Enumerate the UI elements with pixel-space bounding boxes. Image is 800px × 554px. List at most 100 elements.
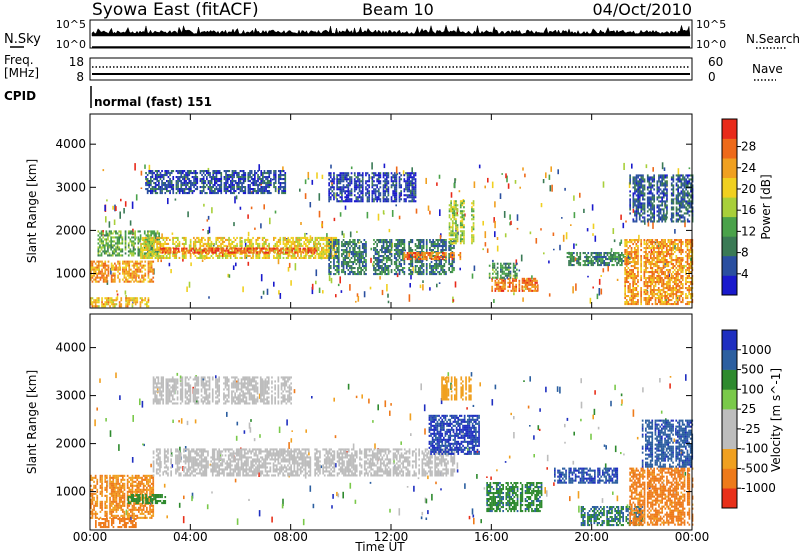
data-cell — [237, 251, 239, 254]
data-cell — [215, 192, 218, 195]
data-cell — [266, 178, 269, 181]
data-cell — [327, 238, 330, 241]
data-cell — [106, 264, 108, 267]
data-cell — [403, 261, 406, 264]
data-cell — [453, 212, 456, 215]
data-cell — [358, 253, 361, 256]
data-cell — [365, 247, 367, 250]
data-cell — [429, 263, 431, 266]
data-cell — [508, 264, 510, 267]
data-cell — [116, 246, 119, 249]
data-cell — [451, 263, 454, 266]
data-cell — [382, 243, 385, 246]
data-cell — [188, 188, 191, 191]
data-cell — [398, 176, 401, 179]
data-cell — [422, 258, 425, 261]
data-cell — [273, 172, 275, 175]
data-cell — [107, 236, 109, 239]
data-cell — [342, 178, 345, 181]
data-cell — [353, 194, 356, 197]
data-cell — [220, 174, 223, 177]
data-cell — [471, 218, 473, 221]
data-cell — [630, 249, 633, 252]
data-cell — [136, 264, 139, 267]
data-cell — [231, 192, 234, 195]
data-cell — [438, 258, 441, 261]
data-cell — [282, 190, 285, 193]
data-cell — [368, 196, 370, 199]
scatter-cell — [304, 193, 307, 199]
data-cell — [183, 180, 186, 183]
data-cell — [217, 170, 219, 173]
data-cell — [614, 258, 617, 261]
data-cell — [496, 272, 499, 275]
data-cell — [389, 251, 391, 254]
data-cell — [449, 265, 452, 268]
data-cell — [172, 178, 175, 181]
data-cell — [161, 254, 163, 257]
data-cell — [593, 258, 596, 261]
data-cell — [488, 264, 491, 267]
data-cell — [398, 273, 401, 276]
data-cell — [252, 236, 254, 239]
data-cell — [233, 170, 235, 173]
data-cell — [568, 262, 570, 265]
data-cell — [207, 186, 210, 189]
data-cell — [438, 261, 441, 264]
data-cell — [205, 244, 208, 247]
data-cell — [629, 299, 631, 302]
data-cell — [101, 262, 103, 265]
data-cell — [374, 194, 377, 197]
data-cell — [408, 254, 410, 257]
data-cell — [328, 265, 330, 268]
data-cell — [337, 253, 340, 256]
data-cell — [145, 248, 147, 251]
data-cell — [260, 190, 263, 193]
scatter-cell — [493, 217, 495, 223]
data-cell — [419, 247, 422, 250]
data-cell — [209, 188, 211, 191]
data-cell — [625, 275, 628, 278]
data-cell — [440, 245, 442, 248]
data-cell — [435, 267, 438, 270]
data-cell — [472, 218, 475, 221]
data-cell — [625, 277, 628, 280]
data-cell — [177, 244, 179, 247]
data-cell — [516, 268, 518, 271]
data-cell — [363, 265, 366, 268]
data-cell — [368, 186, 370, 189]
data-cell — [409, 190, 412, 193]
data-cell — [361, 172, 364, 175]
data-cell — [151, 250, 154, 253]
data-cell — [301, 248, 304, 251]
data-cell — [409, 200, 412, 203]
data-cell — [389, 239, 391, 242]
data-cell — [225, 247, 228, 250]
data-cell — [295, 246, 298, 249]
data-cell — [566, 256, 569, 259]
data-cell — [400, 251, 402, 254]
data-cell — [472, 200, 475, 203]
data-cell — [153, 240, 156, 243]
data-cell — [624, 281, 626, 284]
data-cell — [613, 254, 615, 257]
data-cell — [141, 250, 144, 253]
data-cell — [245, 252, 248, 255]
data-cell — [112, 278, 115, 281]
data-cell — [632, 271, 634, 274]
data-cell — [154, 186, 157, 189]
data-cell — [512, 279, 514, 282]
data-cell — [398, 253, 401, 256]
data-cell — [153, 190, 155, 193]
data-cell — [461, 224, 464, 227]
data-cell — [328, 174, 330, 177]
data-cell — [110, 276, 113, 279]
data-cell — [619, 258, 622, 261]
data-cell — [308, 240, 310, 243]
data-cell — [400, 198, 402, 201]
data-cell — [146, 254, 149, 257]
data-cell — [156, 238, 159, 241]
scatter-cell — [208, 226, 211, 234]
data-cell — [276, 256, 278, 259]
data-cell — [190, 180, 192, 183]
